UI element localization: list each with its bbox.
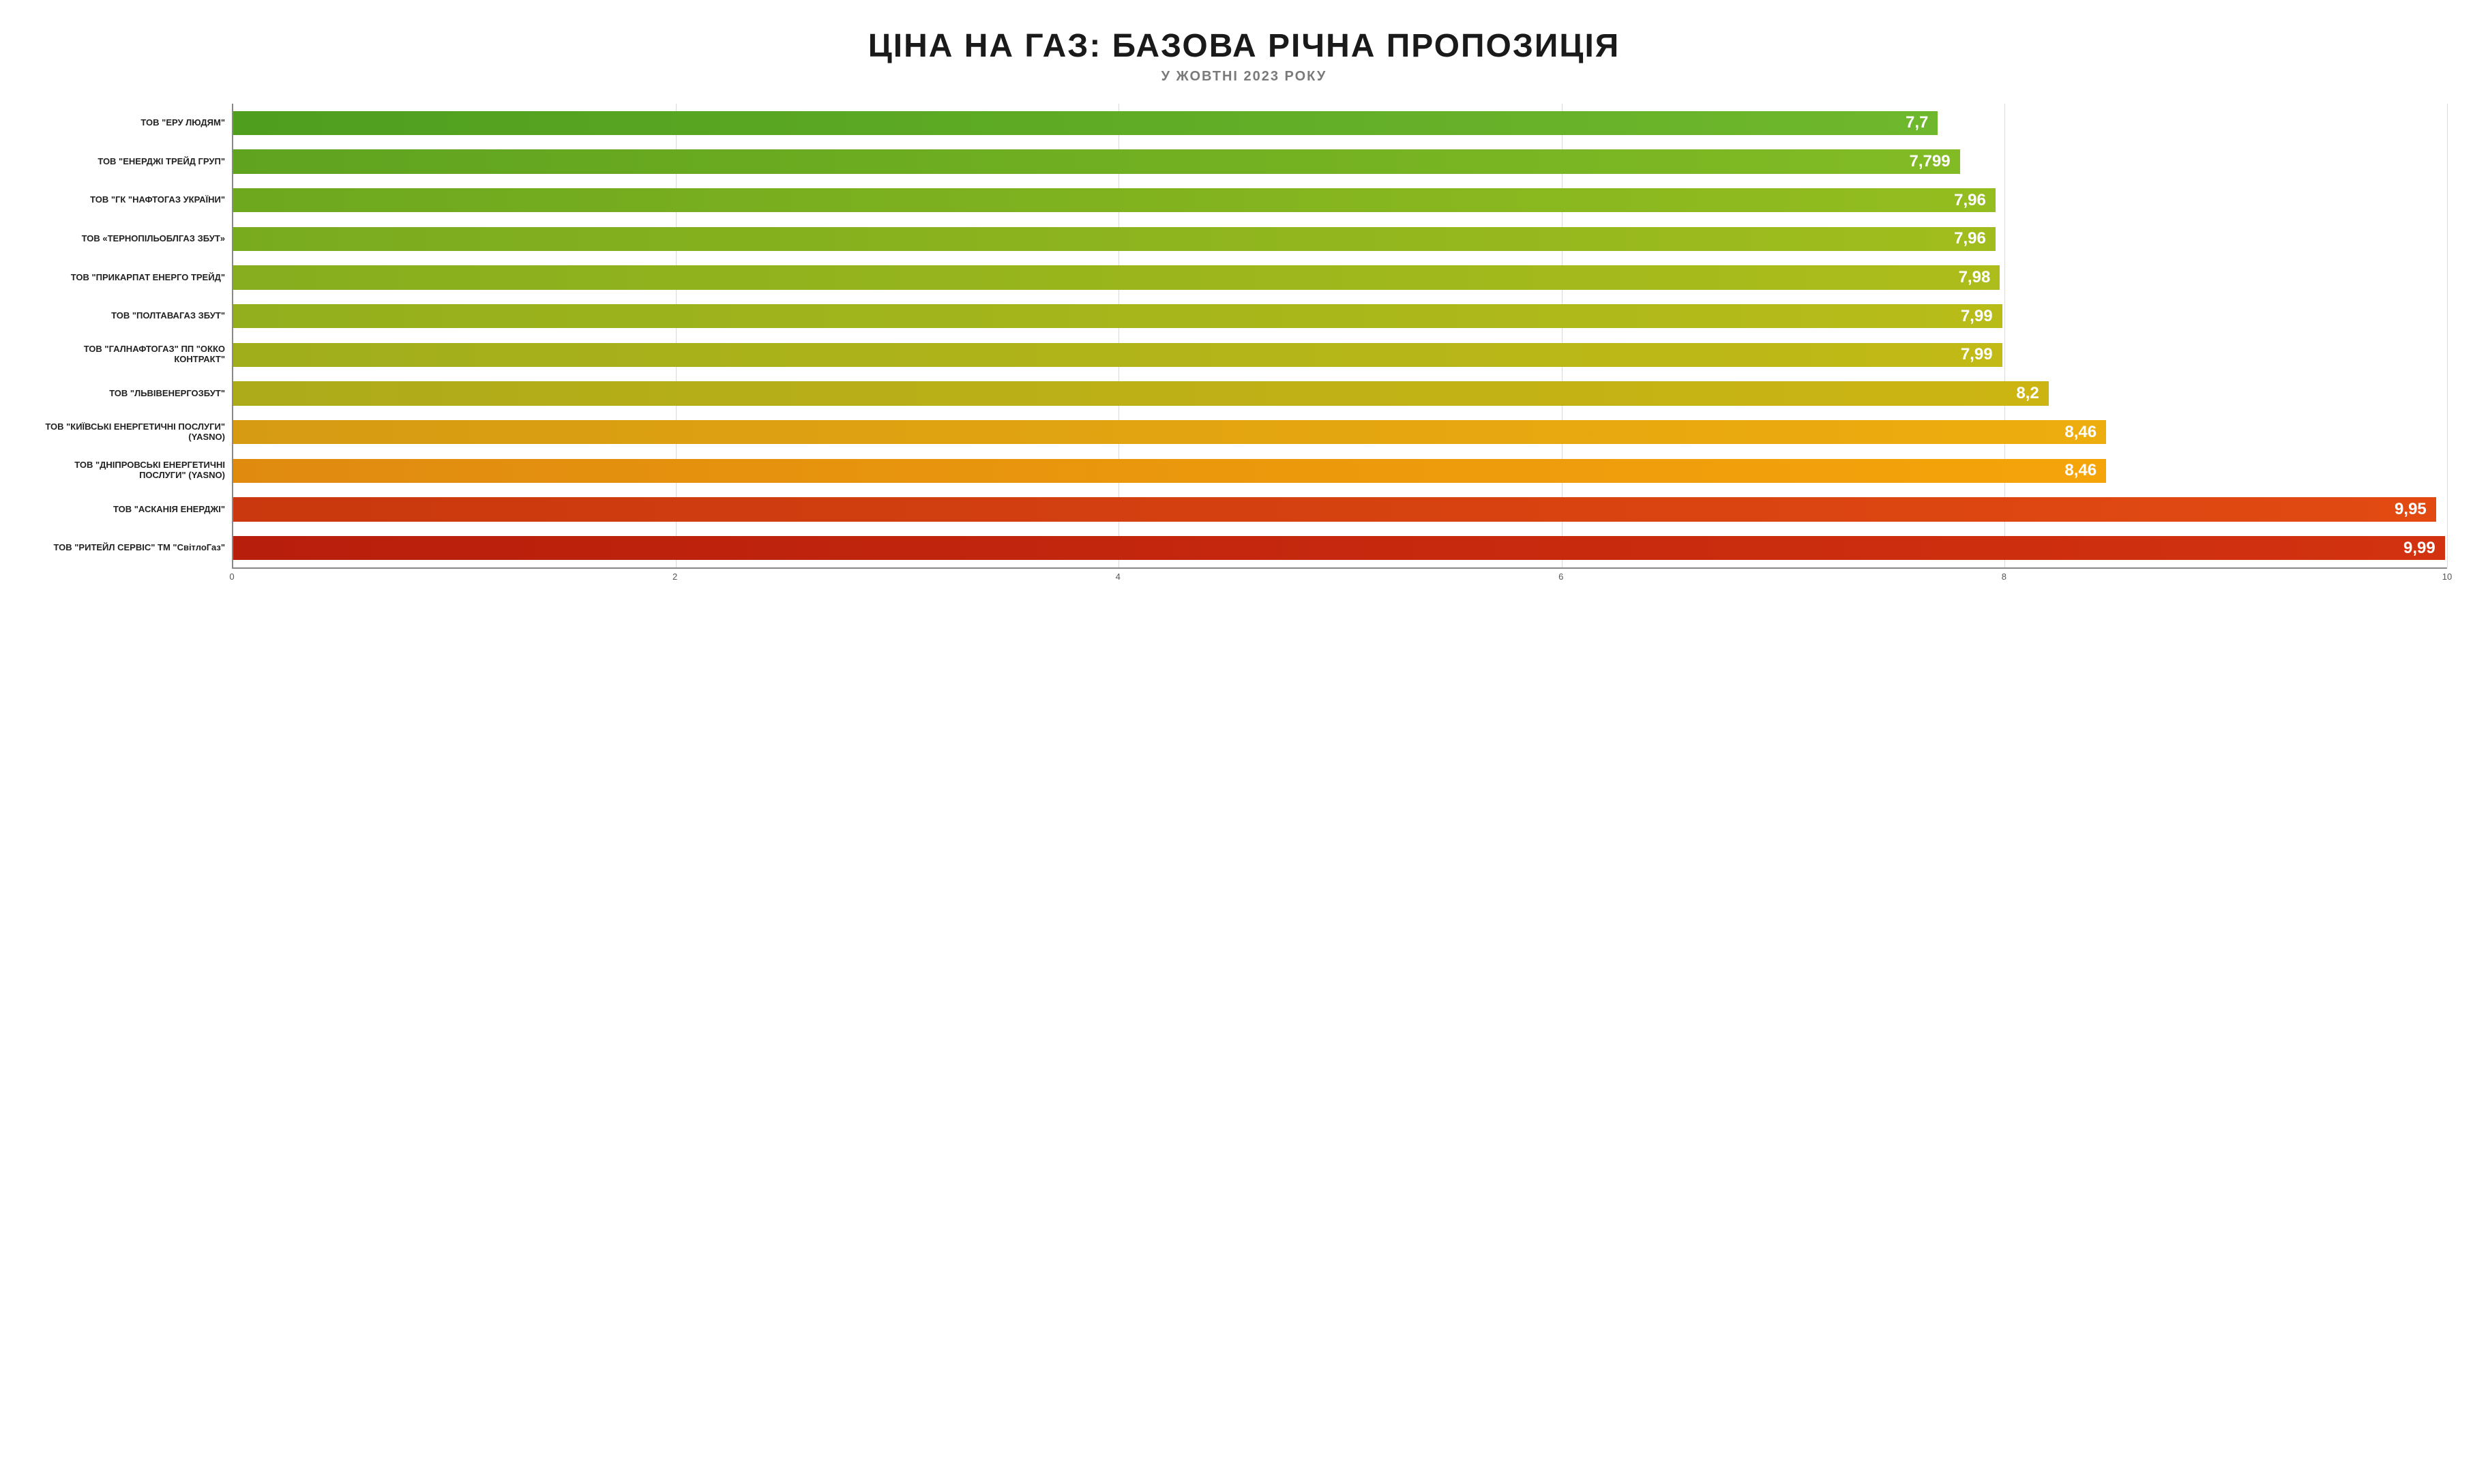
bar: 7,96 [233,227,1996,251]
chart: ТОВ "ЕРУ ЛЮДЯМ"ТОВ "ЕНЕРДЖІ ТРЕЙД ГРУП"Т… [41,104,2447,567]
plot-area: 7,7 7,799 7,96 7,96 7,98 7,99 7,99 8,2 8,46 8,46 9… [232,104,2447,567]
bar-value-label: 7,99 [1961,345,1993,364]
y-axis-label: ТОВ "ПРИКАРПАТ ЕНЕРГО ТРЕЙД" [41,258,232,297]
bar: 8,46 [233,459,2106,483]
y-axis-label: ТОВ "АСКАНІЯ ЕНЕРДЖІ" [41,490,232,529]
bar: 8,2 [233,381,2049,405]
bar-value-label: 7,99 [1961,307,1993,326]
bar-value-label: 7,96 [1954,191,1986,210]
bar: 7,99 [233,343,2002,367]
bar-value-label: 8,2 [2016,384,2039,403]
bar-row: 7,99 [233,297,2447,336]
bar-row: 9,95 [233,490,2447,529]
y-axis-labels: ТОВ "ЕРУ ЛЮДЯМ"ТОВ "ЕНЕРДЖІ ТРЕЙД ГРУП"Т… [41,104,232,567]
bar-row: 7,96 [233,220,2447,258]
bar: 7,98 [233,265,2000,289]
y-axis-label: ТОВ "ЕРУ ЛЮДЯМ" [41,104,232,143]
bar-value-label: 8,46 [2064,461,2097,480]
bar-row: 7,799 [233,143,2447,181]
bar-row: 7,99 [233,336,2447,374]
bar-row: 9,99 [233,529,2447,567]
bar: 8,46 [233,420,2106,444]
y-axis-label: ТОВ "КИЇВСЬКІ ЕНЕРГЕТИЧНІ ПОСЛУГИ" (YASN… [41,413,232,451]
bar: 7,7 [233,111,1938,135]
gridline [2447,104,2448,567]
bar-value-label: 7,7 [1906,113,1928,132]
y-axis-label: ТОВ "ПОЛТАВАГАЗ ЗБУТ" [41,297,232,336]
x-axis-tick: 6 [1558,572,1563,582]
bar-row: 7,98 [233,258,2447,297]
bar-value-label: 7,98 [1959,268,1991,287]
x-axis-tick: 4 [1116,572,1121,582]
y-axis-label: ТОВ "ГАЛНАФТОГАЗ" ПП "ОККО КОНТРАКТ" [41,336,232,374]
x-axis: 0246810 [232,567,2447,587]
bars-container: 7,7 7,799 7,96 7,96 7,98 7,99 7,99 8,2 8,46 8,46 9… [233,104,2447,567]
y-axis-label: ТОВ "РИТЕЙЛ СЕРВІС" ТМ "СвітлоГаз" [41,529,232,567]
bar-value-label: 8,46 [2064,423,2097,442]
bar-row: 7,7 [233,104,2447,143]
bar-row: 8,46 [233,451,2447,490]
y-axis-label: ТОВ "ГК "НАФТОГАЗ УКРАЇНИ" [41,181,232,220]
y-axis-label: ТОВ "ЛЬВІВЕНЕРГОЗБУТ" [41,374,232,413]
chart-subtitle: У ЖОВТНІ 2023 РОКУ [41,69,2447,85]
x-axis-tick: 2 [672,572,677,582]
y-axis-label: ТОВ «ТЕРНОПІЛЬОБЛГАЗ ЗБУТ» [41,220,232,258]
bar-value-label: 7,799 [1909,152,1950,171]
y-axis-label: ТОВ "ЕНЕРДЖІ ТРЕЙД ГРУП" [41,143,232,181]
bar: 9,95 [233,497,2436,521]
bar: 7,96 [233,188,1996,212]
x-axis-tick: 0 [229,572,234,582]
chart-title: ЦІНА НА ГАЗ: БАЗОВА РІЧНА ПРОПОЗИЦІЯ [41,27,2447,65]
bar-row: 8,46 [233,413,2447,451]
x-axis-tick: 8 [2002,572,2006,582]
bar-value-label: 9,95 [2395,500,2427,519]
x-axis-tick: 10 [2442,572,2452,582]
bar-row: 8,2 [233,374,2447,413]
bar-value-label: 9,99 [2403,539,2435,558]
y-axis-label: ТОВ "ДНІПРОВСЬКІ ЕНЕРГЕТИЧНІ ПОСЛУГИ" (Y… [41,451,232,490]
bar: 9,99 [233,536,2445,560]
bar: 7,799 [233,149,1960,173]
bar-value-label: 7,96 [1954,229,1986,248]
bar: 7,99 [233,304,2002,328]
bar-row: 7,96 [233,181,2447,220]
